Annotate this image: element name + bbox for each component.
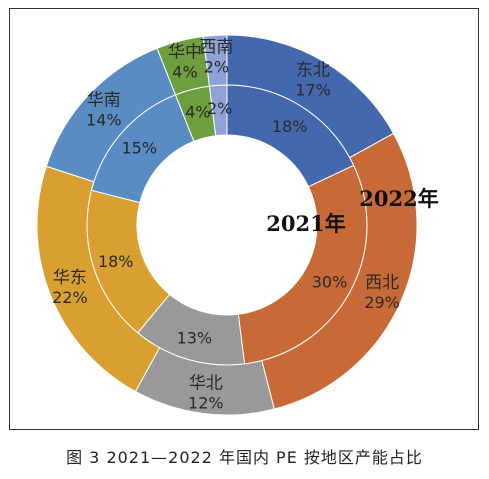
category-label-northeast: 东北 bbox=[296, 61, 330, 81]
value-label-outer-central: 华中 4% bbox=[168, 42, 202, 81]
value-label-inner-north: 13% bbox=[177, 328, 213, 347]
value-label-inner-southwest: 2% bbox=[207, 99, 232, 118]
slice-outer-southwest bbox=[202, 34, 228, 87]
value-label-inner-northwest: 30% bbox=[312, 272, 348, 291]
value-label-outer-northwest: 西北 29% bbox=[364, 273, 400, 312]
category-label-southwest: 西南 bbox=[199, 37, 233, 57]
value-label-outer-south: 华南 14% bbox=[86, 90, 122, 129]
category-label-north: 华北 bbox=[189, 374, 223, 394]
labels-layer: 18%30%13%18%15%4%2%东北 17%西北 29%华北 12%华东 22%华… bbox=[52, 37, 400, 412]
value-label-inner-central: 4% bbox=[185, 103, 210, 122]
category-label-central: 华中 bbox=[168, 42, 202, 62]
category-label-east: 华东 bbox=[53, 268, 87, 288]
ring-label-2021: 2021年 bbox=[266, 211, 345, 236]
value-label-inner-south: 15% bbox=[121, 139, 157, 158]
value-label-outer-east: 华东 22% bbox=[52, 268, 88, 307]
value-label-outer-southwest: 西南 2% bbox=[199, 37, 233, 76]
value-label-outer-northeast: 东北 17% bbox=[295, 61, 331, 100]
category-label-northwest: 西北 bbox=[365, 273, 399, 293]
ring-label-2022: 2022年 bbox=[359, 186, 438, 211]
slice-outer-northwest bbox=[261, 132, 418, 410]
slices-layer bbox=[36, 34, 418, 416]
figure-caption: 图 3 2021—2022 年国内 PE 按地区产能占比 bbox=[66, 448, 423, 467]
value-label-outer-north: 华北 12% bbox=[188, 374, 224, 413]
chart-frame: 18% 30% 13% 18% 15% 4% 2% 东北 17% 西北 29% 华北 12% 华东 22% 华… bbox=[9, 8, 479, 430]
donut-chart: 18%30%13%18%15%4%2%东北 17%西北 29%华北 12%华东 22%华… bbox=[9, 8, 479, 430]
value-label-inner-northeast: 18% bbox=[272, 117, 308, 136]
value-label-inner-east: 18% bbox=[98, 252, 134, 271]
category-label-south: 华南 bbox=[87, 90, 121, 110]
